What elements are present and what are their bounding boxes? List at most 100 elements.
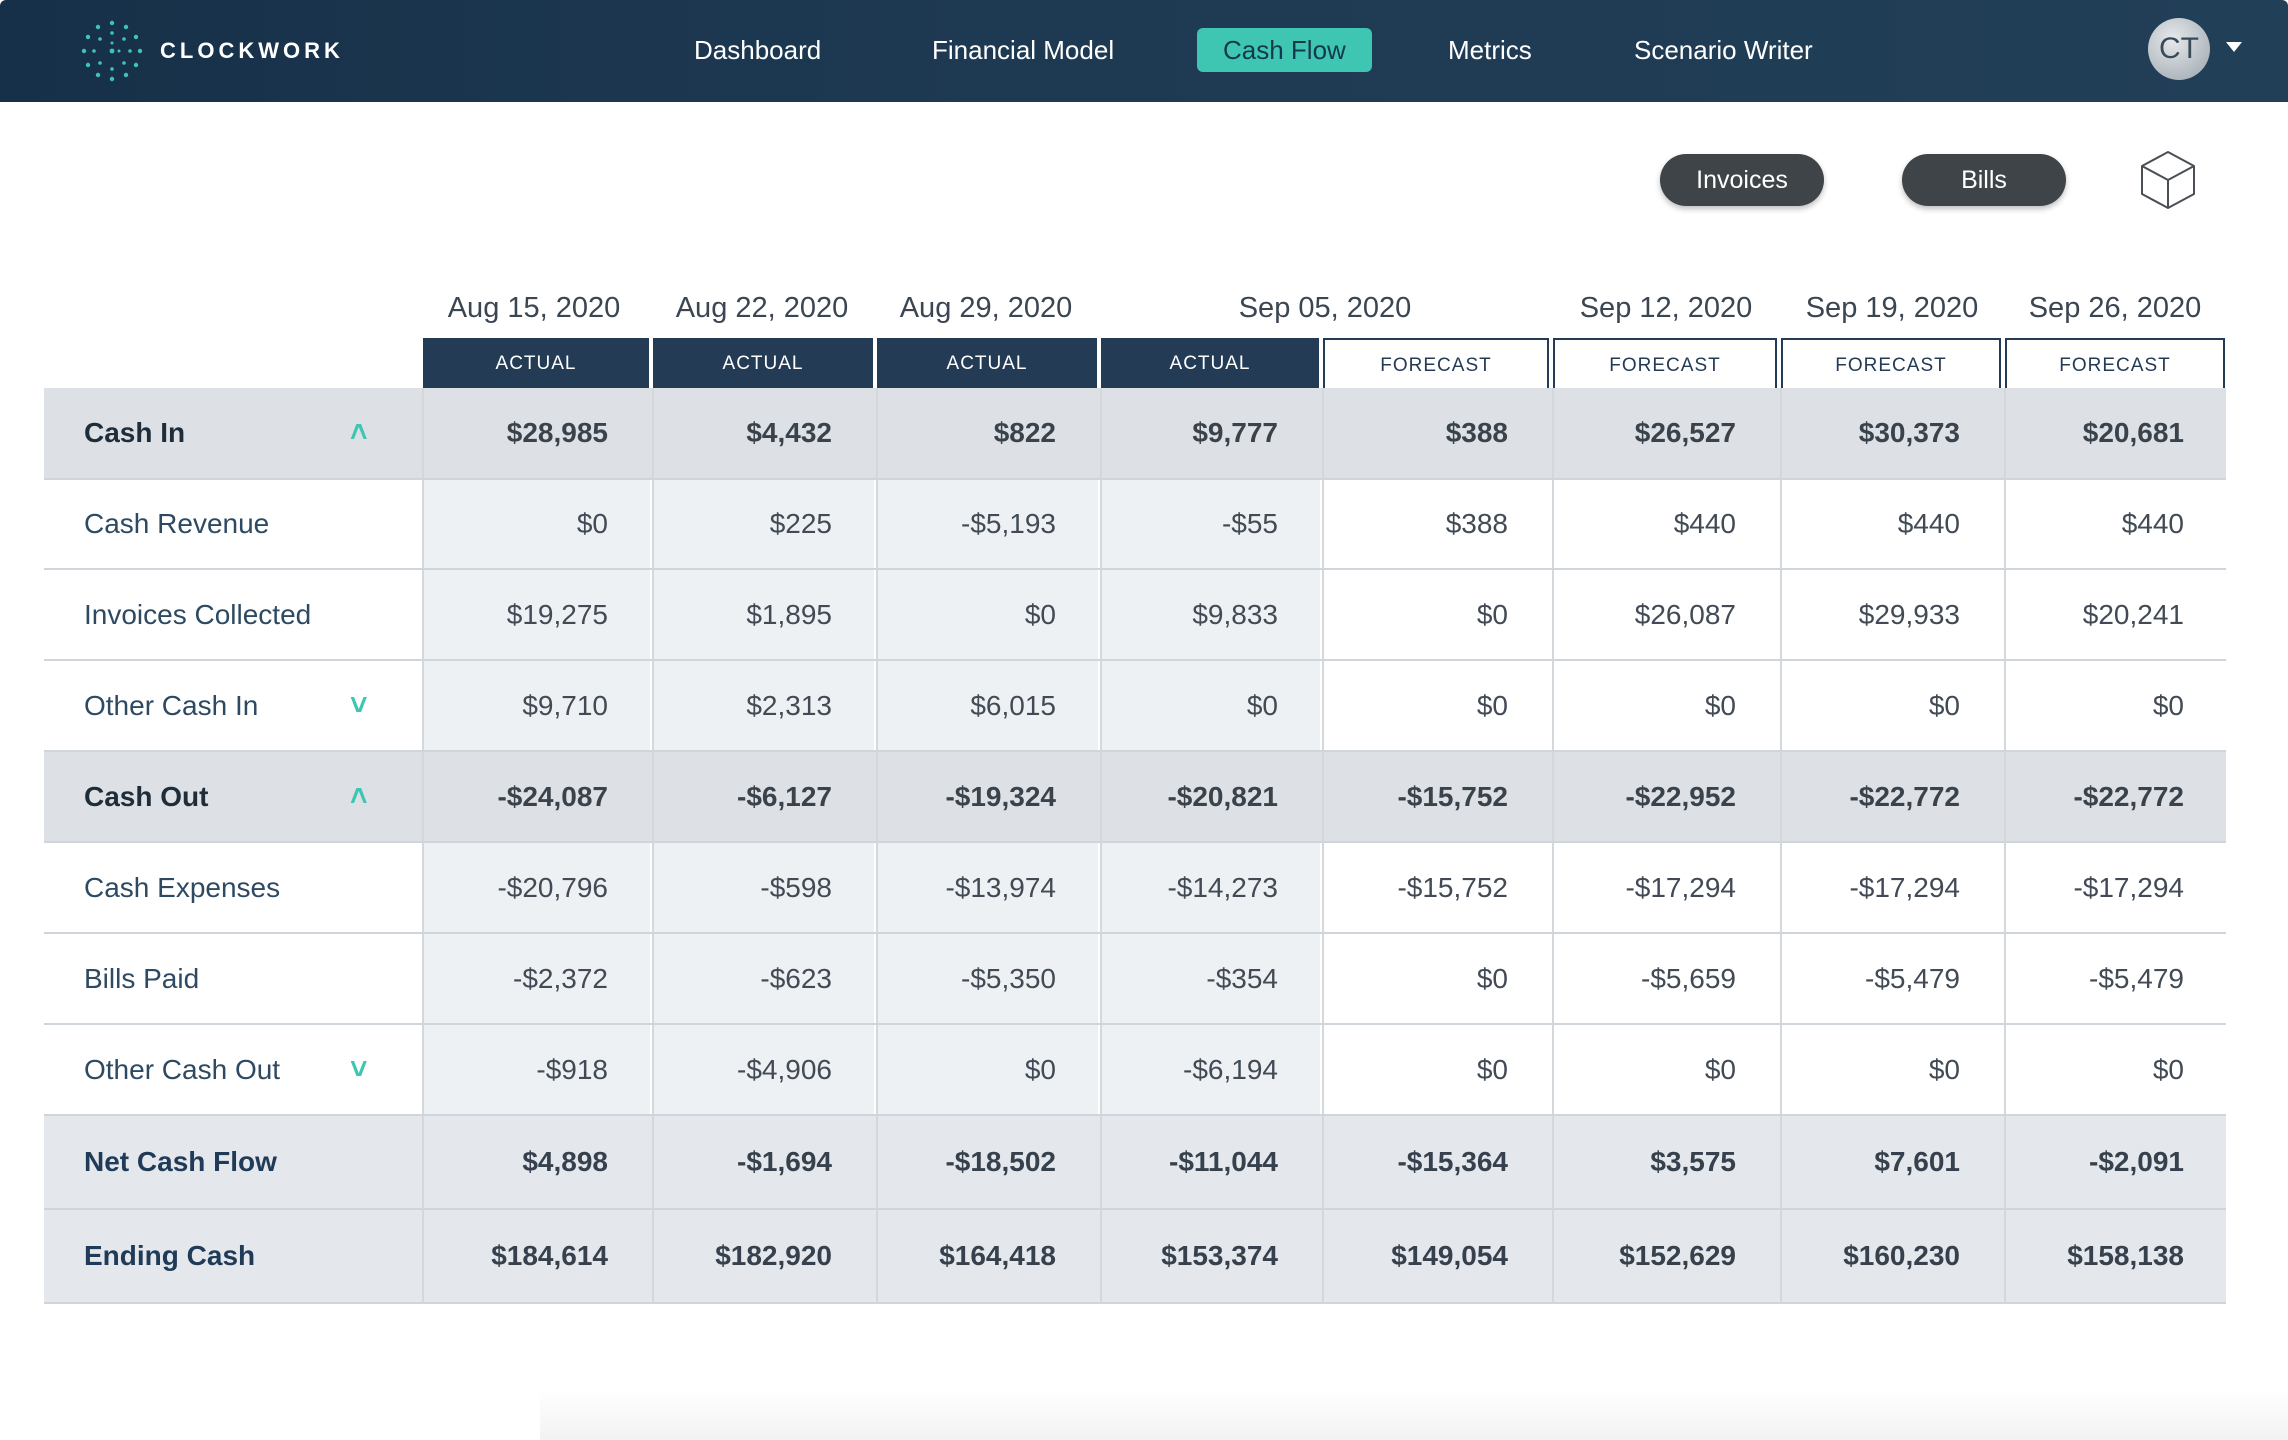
table-cell: -$598 — [652, 843, 874, 932]
table-row: Bills Paid -$2,372 -$623 -$5,350 -$354 $0 -$5,… — [44, 934, 2226, 1025]
top-nav-bar: CLOCKWORK Dashboard Financial Model Cash… — [0, 0, 2288, 102]
cube-icon[interactable] — [2138, 148, 2198, 212]
actual-badge: ACTUAL — [1101, 338, 1319, 390]
clock-dots-icon — [81, 20, 143, 82]
table-cell: $20,681 — [2004, 388, 2226, 478]
table-cell: -$19,324 — [876, 752, 1098, 841]
row-label: Cash In — [44, 388, 422, 478]
table-row: Cash Expenses -$20,796 -$598 -$13,974 -$14,2… — [44, 843, 2226, 934]
column-date: Sep 05, 2020 — [1238, 292, 1412, 324]
column-date: Sep 12, 2020 — [1579, 292, 1753, 324]
row-label: Other Cash Out — [44, 1025, 422, 1114]
table-cell: -$5,350 — [876, 934, 1098, 1023]
table-cell: $0 — [1322, 934, 1550, 1023]
table-cell: $158,138 — [2004, 1210, 2226, 1302]
table-row: Net Cash Flow $4,898 -$1,694 -$18,502 -$11,0… — [44, 1116, 2226, 1210]
invoices-button[interactable]: Invoices — [1660, 154, 1824, 206]
table-cell: -$20,821 — [1100, 752, 1320, 841]
table-cell: $19,275 — [422, 570, 650, 659]
column-date: Aug 22, 2020 — [675, 292, 849, 324]
nav-scenario-writer[interactable]: Scenario Writer — [1634, 35, 1813, 65]
table-row[interactable]: Other Cash Out ˅ -$918 -$4,906 $0 -$6,194 $0 $0… — [44, 1025, 2226, 1116]
table-cell: -$22,772 — [2004, 752, 2226, 841]
brand-name: CLOCKWORK — [160, 38, 344, 63]
table-cell: $0 — [1552, 1025, 1778, 1114]
table-cell: $20,241 — [2004, 570, 2226, 659]
table-cell: $160,230 — [1780, 1210, 2002, 1302]
row-label-text: Other Cash In — [84, 689, 259, 721]
row-label-text: Cash In — [84, 417, 186, 448]
table-cell: -$20,796 — [422, 843, 650, 932]
table-row[interactable]: Cash In ˄ $28,985 $4,432 $822 $9,777 $388 $26,5… — [44, 388, 2226, 480]
chevron-up-icon[interactable]: ˄ — [350, 779, 368, 813]
table-cell: $29,933 — [1780, 570, 2002, 659]
row-label-text: Bills Paid — [84, 962, 200, 994]
table-cell: $440 — [1552, 480, 1778, 568]
user-avatar[interactable]: CT — [2148, 18, 2210, 80]
chevron-down-icon[interactable]: ˅ — [350, 688, 368, 722]
column-date: Sep 19, 2020 — [1805, 292, 1979, 324]
table-cell: -$22,952 — [1552, 752, 1778, 841]
table-row: Ending Cash $184,614 $182,920 $164,418 $153,… — [44, 1210, 2226, 1304]
table-row: Cash Revenue $0 $225 -$5,193 -$55 $388 $440 $44… — [44, 480, 2226, 570]
table-cell: $0 — [1100, 661, 1320, 750]
row-label: Ending Cash — [44, 1210, 422, 1302]
row-label-text: Ending Cash — [84, 1240, 256, 1271]
chevron-up-icon[interactable]: ˄ — [350, 416, 368, 449]
table-cell: -$6,194 — [1100, 1025, 1320, 1114]
actual-badge: ACTUAL — [877, 338, 1097, 390]
table-cell: $184,614 — [422, 1210, 650, 1302]
table-cell: $9,833 — [1100, 570, 1320, 659]
brand-logo[interactable]: CLOCKWORK — [80, 20, 344, 82]
table-cell: -$6,127 — [652, 752, 874, 841]
bills-button[interactable]: Bills — [1902, 154, 2066, 206]
table-cell: $0 — [1780, 1025, 2002, 1114]
table-cell: $225 — [652, 480, 874, 568]
table-cell: -$22,772 — [1780, 752, 2002, 841]
row-label-text: Cash Out — [84, 780, 209, 812]
nav-metrics[interactable]: Metrics — [1448, 35, 1532, 65]
table-cell: -$4,906 — [652, 1025, 874, 1114]
table-cell: $0 — [1322, 661, 1550, 750]
table-cell: $3,575 — [1552, 1116, 1778, 1208]
chevron-down-icon[interactable] — [2226, 42, 2242, 52]
table-cell: $7,601 — [1780, 1116, 2002, 1208]
row-label: Other Cash In — [44, 661, 422, 750]
row-label-text: Cash Expenses — [84, 871, 281, 903]
table-cell: $9,777 — [1100, 388, 1320, 478]
table-cell: -$2,372 — [422, 934, 650, 1023]
row-label: Cash Revenue — [44, 480, 422, 568]
table-cell: -$1,694 — [652, 1116, 874, 1208]
table-cell: $28,985 — [422, 388, 650, 478]
table-cell: -$15,752 — [1322, 843, 1550, 932]
table-cell: $149,054 — [1322, 1210, 1550, 1302]
table-cell: $822 — [876, 388, 1098, 478]
table-cell: $26,527 — [1552, 388, 1778, 478]
forecast-badge: FORECAST — [2005, 338, 2225, 390]
nav-cash-flow[interactable]: Cash Flow — [1197, 28, 1372, 72]
table-cell: $0 — [1552, 661, 1778, 750]
row-label: Bills Paid — [44, 934, 422, 1023]
table-row[interactable]: Other Cash In ˅ $9,710 $2,313 $6,015 $0 $0 $0 $0… — [44, 661, 2226, 752]
table-cell: $164,418 — [876, 1210, 1098, 1302]
nav-dashboard[interactable]: Dashboard — [694, 35, 822, 65]
row-label-text: Cash Revenue — [84, 508, 270, 539]
table-cell: $2,313 — [652, 661, 874, 750]
forecast-badge: FORECAST — [1323, 338, 1549, 390]
table-cell: -$2,091 — [2004, 1116, 2226, 1208]
table-cell: $153,374 — [1100, 1210, 1320, 1302]
table-cell: $182,920 — [652, 1210, 874, 1302]
table-cell: $0 — [2004, 661, 2226, 750]
table-cell: -$5,479 — [2004, 934, 2226, 1023]
table-cell: $4,432 — [652, 388, 874, 478]
chevron-down-icon[interactable]: ˅ — [350, 1052, 368, 1086]
table-cell: -$15,752 — [1322, 752, 1550, 841]
table-cell: -$15,364 — [1322, 1116, 1550, 1208]
table-cell: $6,015 — [876, 661, 1098, 750]
table-cell: -$5,659 — [1552, 934, 1778, 1023]
table-row[interactable]: Cash Out ˄ -$24,087 -$6,127 -$19,324 -$20,821… — [44, 752, 2226, 843]
table-cell: $388 — [1322, 480, 1550, 568]
table-cell: -$17,294 — [1780, 843, 2002, 932]
actual-badge: ACTUAL — [653, 338, 873, 390]
nav-financial-model[interactable]: Financial Model — [932, 35, 1115, 65]
